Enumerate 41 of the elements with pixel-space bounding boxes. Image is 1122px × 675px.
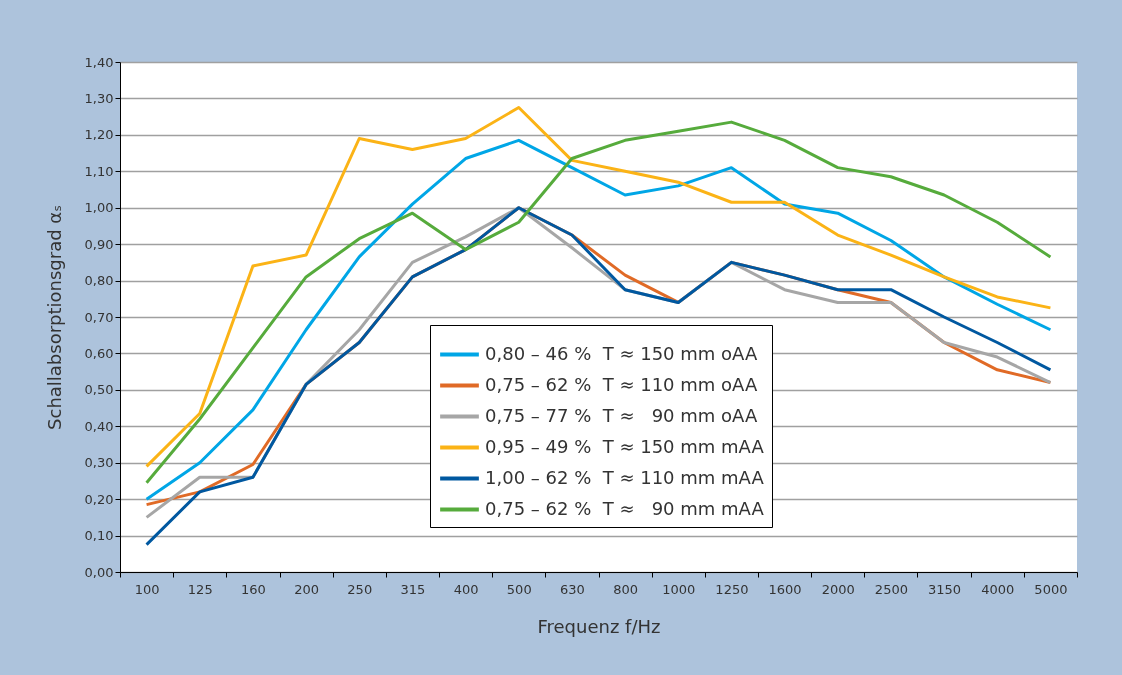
x-tick-label: 500 xyxy=(506,581,532,597)
x-tick-label: 100 xyxy=(134,581,160,597)
x-tick-label: 2000 xyxy=(821,581,855,597)
y-tick-label: 1,00 xyxy=(84,200,114,216)
legend-label: 0,75 – 62 % T ≈ 90 mm mAA xyxy=(485,497,765,519)
legend-label: 0,75 – 62 % T ≈ 110 mm oAA xyxy=(485,373,758,395)
y-tick-label: 0,60 xyxy=(84,345,114,361)
legend-label: 1,00 – 62 % T ≈ 110 mm mAA xyxy=(485,466,765,488)
x-tick-label: 315 xyxy=(400,581,426,597)
y-tick-label: 0,30 xyxy=(84,455,114,471)
x-tick-label: 4000 xyxy=(981,581,1015,597)
y-tick-label: 0,00 xyxy=(84,564,114,580)
y-tick-label: 0,90 xyxy=(84,236,114,252)
legend-label: 0,75 – 77 % T ≈ 90 mm oAA xyxy=(485,404,758,426)
y-tick-label: 1,20 xyxy=(84,127,114,143)
x-tick-label: 1250 xyxy=(715,581,749,597)
y-tick-label: 1,40 xyxy=(84,54,114,70)
x-tick-label: 800 xyxy=(613,581,638,597)
x-tick-label: 630 xyxy=(560,581,585,597)
x-tick-label: 5000 xyxy=(1034,581,1068,597)
y-tick-label: 0,10 xyxy=(84,528,114,544)
legend-label: 0,80 – 46 % T ≈ 150 mm oAA xyxy=(485,342,758,364)
x-tick-label: 400 xyxy=(453,581,479,597)
y-tick-label: 1,10 xyxy=(84,163,114,179)
y-axis-title: Schallabsorptionsgrad αₛ xyxy=(43,205,65,430)
y-tick-label: 1,30 xyxy=(84,90,114,106)
y-tick-label: 0,80 xyxy=(84,273,114,289)
x-tick-label: 160 xyxy=(241,581,266,597)
y-tick-label: 0,20 xyxy=(84,491,114,507)
x-axis-title: Frequenz f/Hz xyxy=(537,615,661,637)
x-tick-label: 125 xyxy=(187,581,213,597)
y-tick-label: 0,70 xyxy=(84,309,114,325)
x-tick-label: 250 xyxy=(347,581,373,597)
x-tick-label: 2500 xyxy=(874,581,908,597)
legend-label: 0,95 – 49 % T ≈ 150 mm mAA xyxy=(485,435,765,457)
y-tick-label: 0,40 xyxy=(84,418,114,434)
y-tick-label: 0,50 xyxy=(84,382,114,398)
x-tick-label: 1600 xyxy=(768,581,802,597)
x-tick-label: 3150 xyxy=(928,581,962,597)
x-tick-label: 1000 xyxy=(662,581,696,597)
x-tick-label: 200 xyxy=(294,581,319,597)
